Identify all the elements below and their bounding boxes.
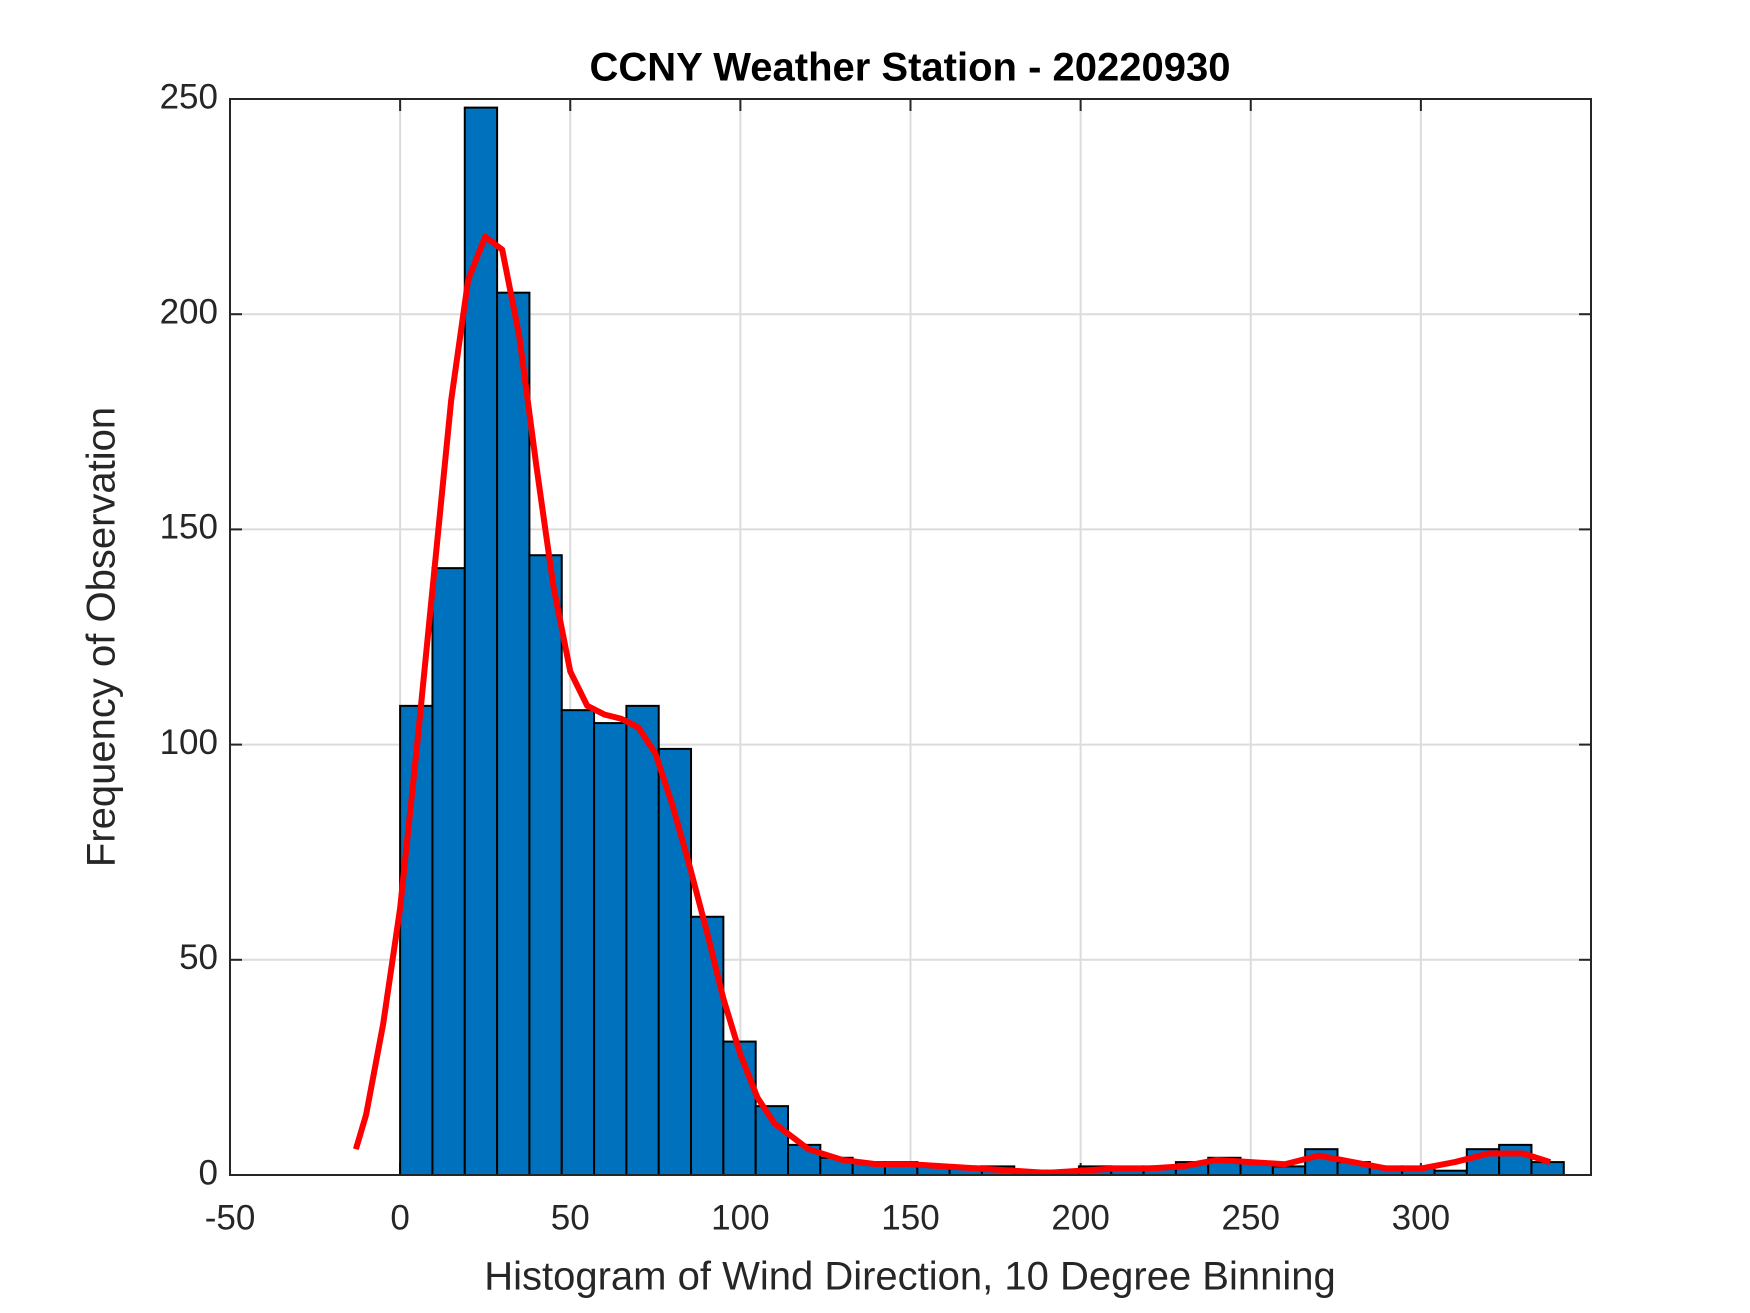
histogram-bar — [496, 291, 531, 1176]
x-tick-label: 250 — [1222, 1198, 1280, 1237]
density-curve — [353, 233, 1552, 1176]
histogram-bar — [1271, 1165, 1307, 1176]
x-tick-label: 300 — [1392, 1198, 1450, 1237]
histogram-bar — [690, 915, 725, 1176]
y-tick-label: 0 — [199, 1153, 218, 1192]
x-tick-label: -50 — [205, 1198, 256, 1237]
x-tick-label: 200 — [1051, 1198, 1109, 1237]
histogram-bar — [560, 709, 596, 1177]
y-tick-label: 50 — [179, 938, 218, 977]
histogram-bar — [722, 1040, 757, 1177]
histogram-bar — [1498, 1143, 1533, 1176]
histogram-bar — [399, 704, 434, 1176]
x-tick-label: 0 — [390, 1198, 409, 1237]
y-tick-label: 150 — [160, 508, 218, 547]
histogram-bar — [1304, 1148, 1339, 1177]
histogram-bar — [463, 106, 499, 1176]
x-tick-label: 100 — [711, 1198, 769, 1237]
x-axis-label: Histogram of Wind Direction, 10 Degree B… — [484, 1255, 1336, 1299]
y-axis-label: Frequency of Observation — [80, 407, 124, 867]
histogram-bar — [431, 567, 466, 1176]
y-tick-label: 200 — [160, 292, 218, 331]
histogram-bar — [625, 704, 660, 1176]
x-tick-label: 50 — [551, 1198, 590, 1237]
histogram-bar — [528, 554, 563, 1176]
y-tick-label: 250 — [160, 77, 218, 116]
chart-title: CCNY Weather Station - 20220930 — [590, 46, 1231, 90]
y-tick-label: 100 — [160, 723, 218, 762]
axes-box — [229, 98, 1592, 1176]
x-tick-label: 150 — [881, 1198, 939, 1237]
histogram-bar — [593, 722, 628, 1177]
